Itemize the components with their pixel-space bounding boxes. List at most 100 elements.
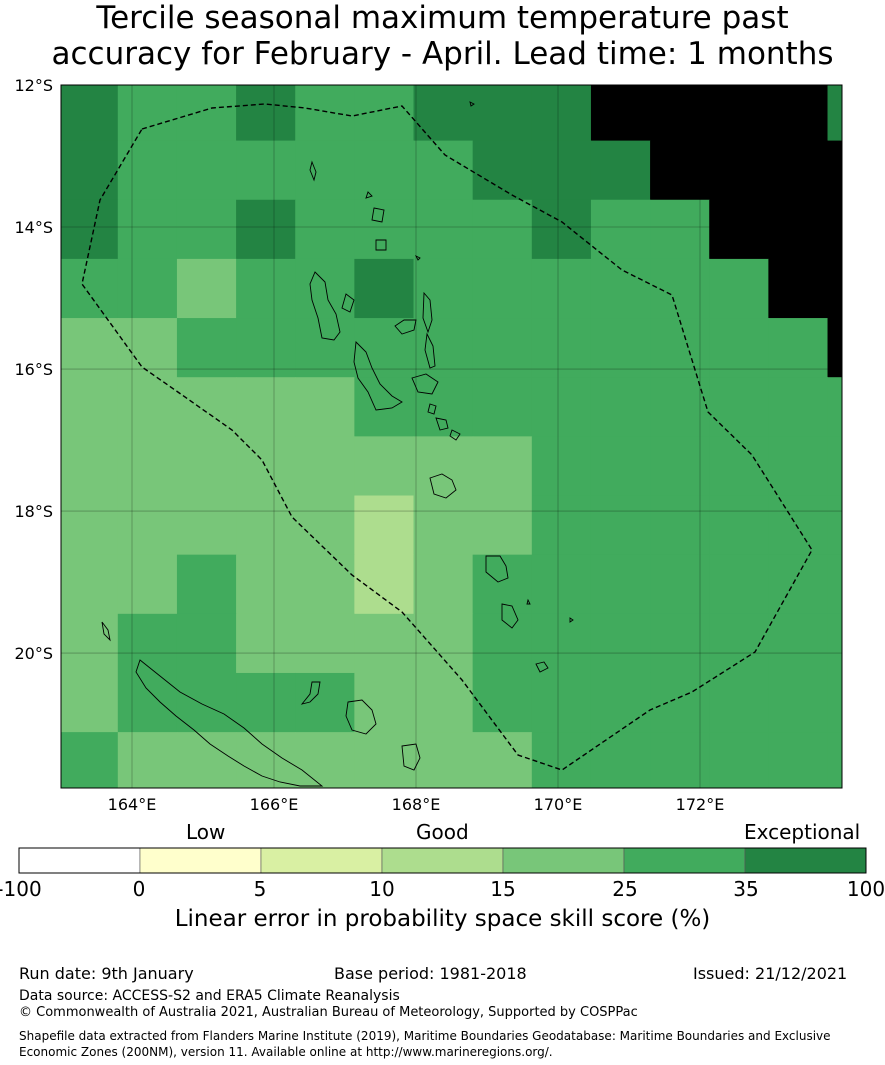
skill-cell <box>176 554 237 615</box>
skill-cell <box>531 258 592 319</box>
island-maewo <box>422 291 433 334</box>
skill-cell <box>590 495 651 556</box>
skill-cell <box>295 318 355 378</box>
skill-cell <box>176 140 237 201</box>
skill-cell <box>827 495 843 556</box>
island-ambae <box>394 319 417 335</box>
island-small-3 <box>569 617 574 623</box>
skill-cell <box>295 85 355 142</box>
skill-cell <box>117 258 178 319</box>
skill-cell <box>61 85 119 142</box>
skill-cell <box>354 258 415 319</box>
skill-cell <box>413 613 474 674</box>
island-erromango <box>485 555 509 583</box>
island-malekula <box>353 341 403 411</box>
skill-cell <box>117 140 178 201</box>
skill-cell <box>650 140 710 201</box>
axis-labels: 12°S 14°S 16°S 18°S 20°S 164°E 166°E 168°E 170°E… <box>14 76 724 814</box>
skill-cell <box>827 85 843 142</box>
skill-cell <box>236 554 296 615</box>
lon-label: 172°E <box>676 795 725 814</box>
skill-cell <box>531 672 592 733</box>
skill-cell <box>354 554 415 615</box>
shapefile-credit-line-1: Shapefile data extracted from Flanders M… <box>19 1029 831 1043</box>
island-pentecost <box>424 332 436 369</box>
title-line-1: Tercile seasonal maximum temperature pas… <box>96 0 789 36</box>
eez-boundary <box>81 103 813 771</box>
skill-cell <box>650 554 710 615</box>
colorbar-swatch <box>18 847 141 874</box>
skill-cell <box>117 436 178 497</box>
skill-cell <box>117 318 178 378</box>
island-shepherds <box>449 429 461 441</box>
skill-cell <box>413 377 474 437</box>
skill-cell <box>650 732 710 789</box>
skill-cell <box>117 554 178 615</box>
island-small-4 <box>469 101 475 107</box>
skill-cell <box>61 199 119 260</box>
skill-cell <box>709 436 769 497</box>
skill-cell <box>354 495 415 556</box>
colorbar-title: Linear error in probability space skill … <box>174 906 711 932</box>
map-frame <box>60 84 843 789</box>
skill-cell <box>295 199 355 260</box>
skill-cell <box>413 732 474 789</box>
skill-cell <box>236 436 296 497</box>
skill-cell <box>531 495 592 556</box>
skill-cell <box>709 672 769 733</box>
skill-cell <box>236 199 296 260</box>
skill-cell <box>413 436 474 497</box>
skill-cell <box>176 377 237 437</box>
shapefile-credit: Shapefile data extracted from Flanders M… <box>19 1028 879 1060</box>
lon-label: 168°E <box>392 795 441 814</box>
skill-cell <box>236 318 296 378</box>
run-date: Run date: 9th January <box>19 964 194 983</box>
island-aneityum <box>535 661 549 673</box>
skill-cell <box>768 554 829 615</box>
lat-label: 12°S <box>14 76 53 95</box>
colorbar-swatch <box>744 847 867 874</box>
colorbar-tick: 100 <box>846 877 885 901</box>
skill-cell <box>590 85 651 142</box>
skill-cell <box>768 258 829 319</box>
skill-cell <box>709 732 769 789</box>
skill-cell <box>472 436 533 497</box>
island-ambrym <box>411 373 439 395</box>
skill-cell <box>827 554 843 615</box>
skill-cell <box>709 495 769 556</box>
skill-cell <box>413 258 474 319</box>
skill-cell <box>650 672 710 733</box>
island-lifou <box>345 699 377 735</box>
skill-cell <box>295 377 355 437</box>
skill-cell <box>472 613 533 674</box>
skill-cell <box>354 672 415 733</box>
skill-cell <box>590 199 651 260</box>
skill-cell <box>472 258 533 319</box>
skill-cell <box>413 85 474 142</box>
colorbar-swatch <box>139 847 262 874</box>
skill-cell <box>176 495 237 556</box>
skill-cell <box>531 436 592 497</box>
skill-cell <box>176 85 237 142</box>
skill-cell <box>590 377 651 437</box>
skill-cell <box>295 495 355 556</box>
skill-cell <box>176 436 237 497</box>
skill-cell <box>61 613 119 674</box>
skill-cell <box>827 258 843 319</box>
skill-cell <box>531 613 592 674</box>
map-title: Tercile seasonal maximum temperature pas… <box>0 0 885 72</box>
skill-cell <box>590 613 651 674</box>
skill-cell <box>590 318 651 378</box>
skill-cell <box>531 732 592 789</box>
skill-cell <box>354 436 415 497</box>
skill-cell <box>236 258 296 319</box>
colorbar-tick: 5 <box>253 877 267 901</box>
data-source: Data source: ACCESS-S2 and ERA5 Climate … <box>19 988 400 1004</box>
skill-cell <box>413 672 474 733</box>
skill-cell <box>768 613 829 674</box>
skill-cell <box>117 85 178 142</box>
skill-cell <box>650 199 710 260</box>
skill-cell <box>117 613 178 674</box>
island-small-1 <box>414 254 421 261</box>
colorbar-tick: 10 <box>369 877 395 901</box>
